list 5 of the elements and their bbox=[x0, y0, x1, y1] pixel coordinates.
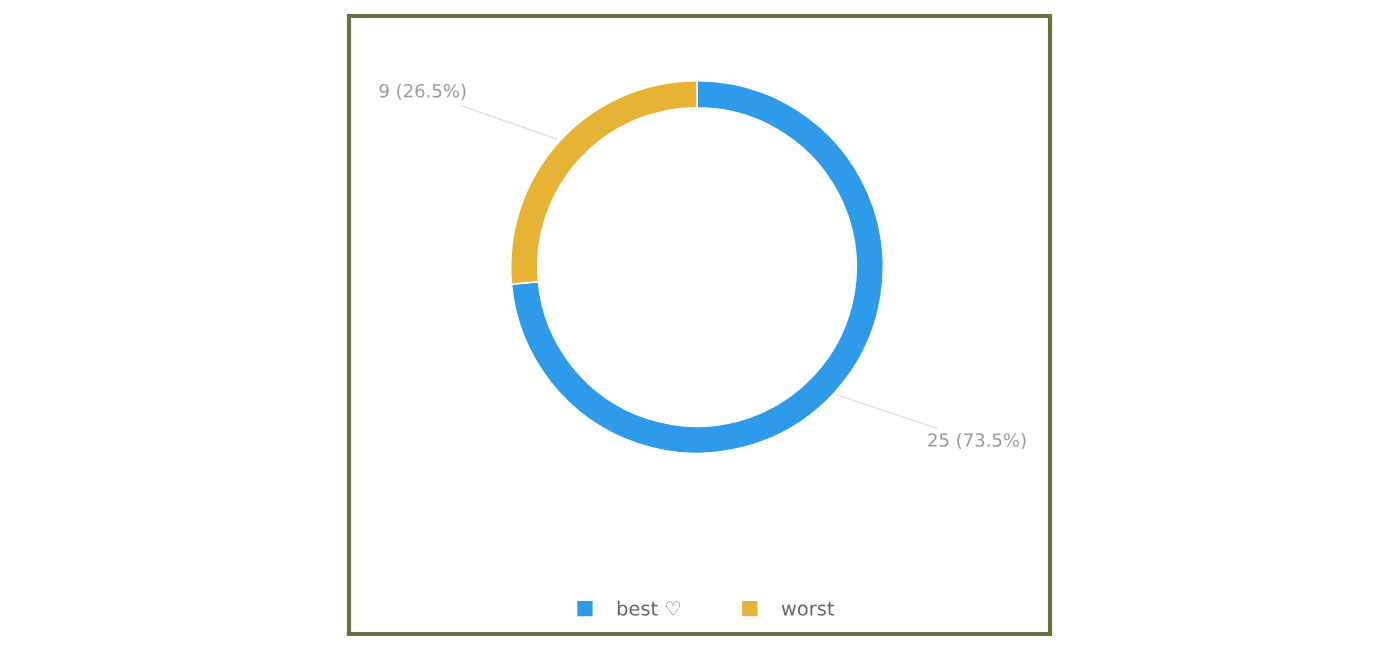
donut-slice bbox=[510, 80, 884, 454]
legend-label: best ♡ bbox=[617, 600, 680, 616]
data-label: 9 (26.5%) bbox=[379, 83, 466, 100]
legend-label: worst bbox=[781, 601, 835, 616]
data-label: 25 (73.5%) bbox=[928, 432, 1026, 449]
